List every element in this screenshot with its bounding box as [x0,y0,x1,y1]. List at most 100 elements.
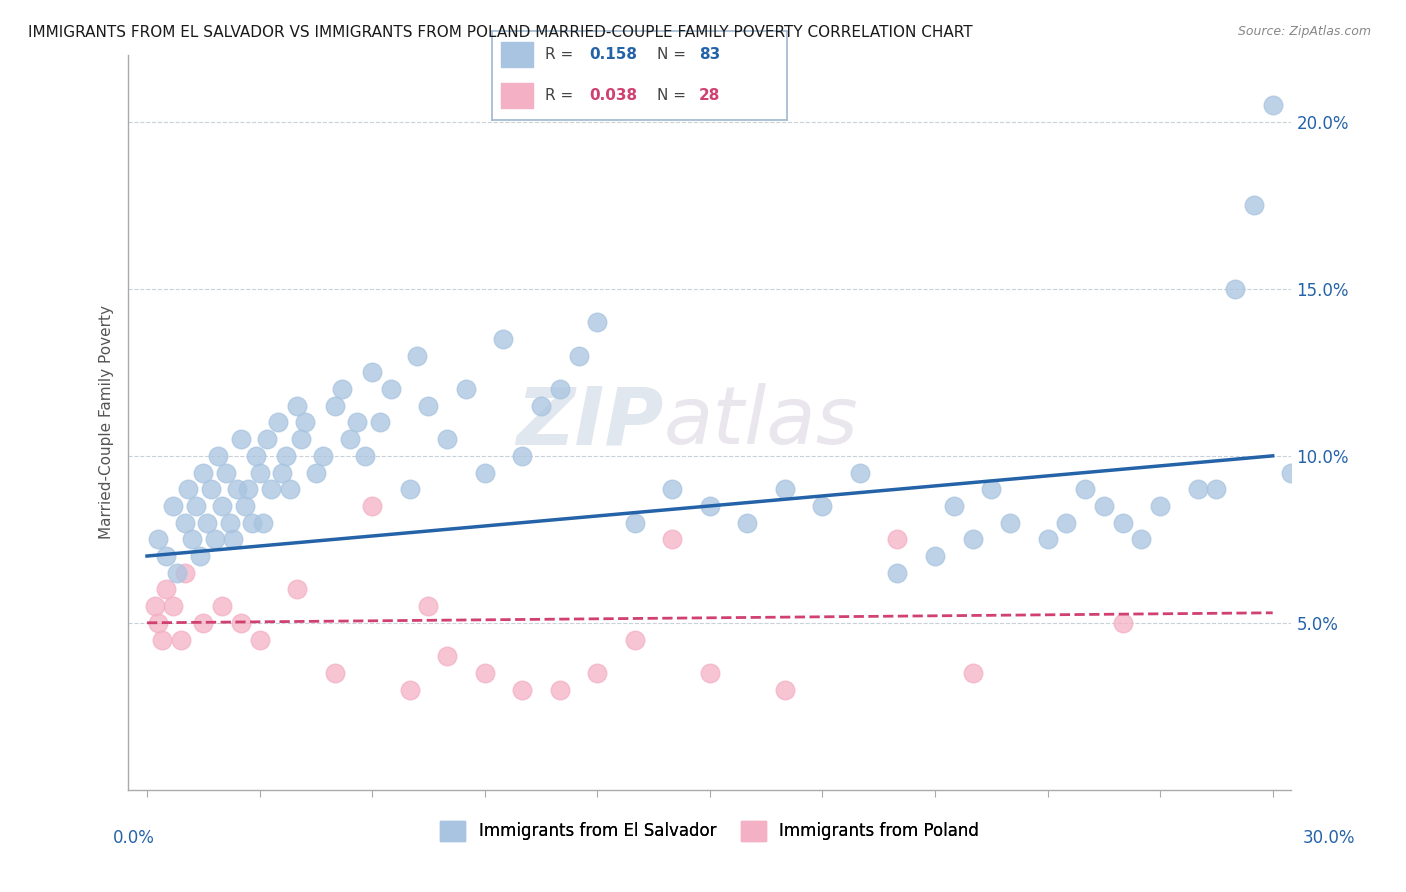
Point [211,499,233,513]
Point [353,449,375,463]
Point [361,365,384,379]
Point [773,482,796,496]
Point [170,632,193,647]
Point [1036,533,1059,547]
Text: 28: 28 [699,88,720,103]
Point [155,582,177,597]
Point [1205,482,1227,496]
Point [886,533,908,547]
Text: 83: 83 [699,47,720,62]
Point [418,599,440,614]
Point [474,466,496,480]
Point [548,382,571,396]
Point [173,516,195,530]
Point [173,566,195,580]
Point [436,649,458,664]
Point [962,665,984,680]
Point [148,615,170,630]
Point [330,382,353,396]
Point [346,416,368,430]
Point [193,615,215,630]
Point [510,449,533,463]
Point [200,482,222,496]
Point [312,449,335,463]
Point [252,516,274,530]
Point [474,665,496,680]
Point [1074,482,1097,496]
Point [256,432,278,446]
Point [274,449,297,463]
Point [226,482,249,496]
Point [454,382,477,396]
Point [143,599,166,614]
Text: IMMIGRANTS FROM EL SALVADOR VS IMMIGRANTS FROM POLAND MARRIED-COUPLE FAMILY POVE: IMMIGRANTS FROM EL SALVADOR VS IMMIGRANT… [28,25,973,40]
Point [699,499,721,513]
Point [980,482,1002,496]
Text: N =: N = [658,47,692,62]
Point [204,533,226,547]
Point [586,665,609,680]
Point [623,632,645,647]
Point [661,482,683,496]
Point [886,566,908,580]
Point [924,549,946,563]
Point [510,682,533,697]
Text: R =: R = [546,47,578,62]
Point [567,349,589,363]
Point [406,349,429,363]
Point [240,516,263,530]
Point [699,665,721,680]
Point [184,499,207,513]
Point [1054,516,1077,530]
Point [398,482,420,496]
Point [548,682,571,697]
Point [218,516,240,530]
Point [623,516,645,530]
Point [1243,198,1265,212]
Point [1225,282,1247,296]
Point [166,566,188,580]
Text: R =: R = [546,88,578,103]
Point [1111,615,1133,630]
Point [305,466,328,480]
Point [249,632,271,647]
Point [285,399,308,413]
Point [155,549,177,563]
Point [811,499,834,513]
Point [962,533,984,547]
Point [323,665,346,680]
Point [195,516,218,530]
Point [249,466,271,480]
Point [1261,98,1284,112]
Point [661,533,683,547]
Point [1130,533,1153,547]
Point [238,482,260,496]
Point [530,399,553,413]
Text: 30.0%: 30.0% [1302,830,1355,847]
Point [188,549,211,563]
Point [150,632,173,647]
Legend: Immigrants from El Salvador, Immigrants from Poland: Immigrants from El Salvador, Immigrants … [433,814,986,847]
Text: 0.158: 0.158 [589,47,637,62]
Point [1281,466,1303,480]
Point [418,399,440,413]
Point [290,432,312,446]
Point [368,416,391,430]
Point [162,599,184,614]
Point [229,432,252,446]
Point [492,332,515,346]
Point [1111,516,1133,530]
Text: 0.038: 0.038 [589,88,638,103]
Point [380,382,402,396]
Point [361,499,384,513]
Point [586,315,609,329]
Point [177,482,200,496]
Point [998,516,1021,530]
Point [737,516,759,530]
Point [942,499,965,513]
Point [294,416,316,430]
Point [1149,499,1171,513]
Text: N =: N = [658,88,692,103]
Text: Source: ZipAtlas.com: Source: ZipAtlas.com [1237,25,1371,38]
Point [398,682,420,697]
